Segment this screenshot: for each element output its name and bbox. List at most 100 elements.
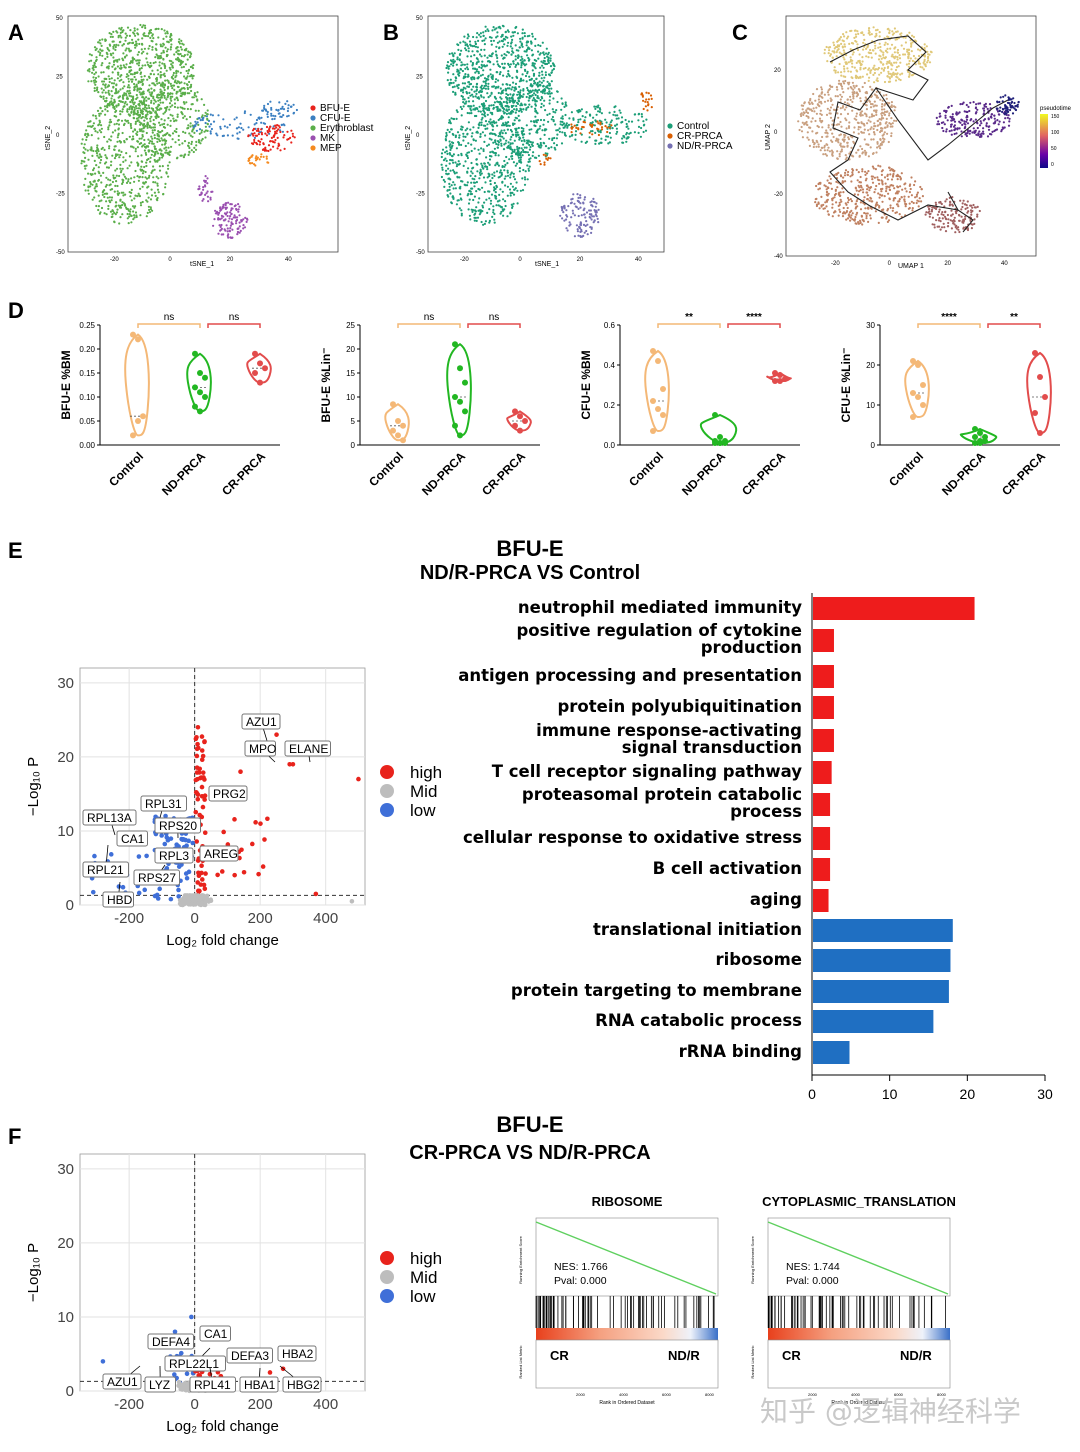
- erythroblast-point: [158, 81, 161, 84]
- control-point: [621, 137, 624, 140]
- control-point: [478, 213, 481, 216]
- control-point: [492, 26, 495, 29]
- tan-cells-point: [819, 112, 822, 115]
- control-point: [500, 54, 503, 57]
- control-point: [512, 123, 515, 126]
- control-point: [539, 125, 542, 128]
- erythroblast-point: [102, 97, 105, 100]
- erythroblast-point: [147, 104, 150, 107]
- erythroblast-point: [125, 177, 128, 180]
- control-point: [528, 103, 531, 106]
- bfu-e-point: [275, 129, 279, 132]
- cfu-e-point: [209, 113, 212, 116]
- erythroblast-point: [115, 84, 118, 87]
- erythroblast-point: [109, 139, 112, 142]
- tan-cells-point: [880, 118, 883, 121]
- tan-cells-point: [847, 138, 851, 141]
- control-point: [459, 89, 463, 92]
- tan-cells-point: [890, 132, 893, 135]
- erythroblast-point: [150, 171, 153, 174]
- control-point: [536, 119, 540, 122]
- yellow-cells-point: [909, 57, 912, 60]
- control-point: [469, 218, 472, 221]
- control-point: [445, 150, 448, 153]
- tan-cells-point: [876, 128, 879, 132]
- control-point: [459, 193, 462, 196]
- brown-cells-point: [863, 211, 866, 215]
- erythroblast-point: [158, 64, 161, 67]
- control-point: [530, 41, 533, 44]
- erythroblast-point: [155, 96, 159, 99]
- erythroblast-point: [118, 174, 121, 178]
- control-point: [448, 188, 451, 191]
- erythroblast-point: [134, 72, 137, 75]
- control-point: [599, 131, 602, 134]
- control-point: [495, 184, 498, 187]
- tan-cells-point: [800, 130, 804, 133]
- cr-prca-point: [547, 156, 550, 160]
- bfu-e-point: [256, 143, 259, 146]
- control-point: [468, 214, 471, 217]
- tan-cells-point: [821, 146, 824, 149]
- erythroblast-point: [101, 49, 104, 52]
- erythroblast-point: [189, 108, 192, 111]
- erythroblast-point: [133, 180, 136, 183]
- erythroblast-point: [118, 139, 121, 143]
- control-point: [496, 146, 499, 149]
- tan-cells-point: [893, 119, 896, 122]
- control-point: [642, 130, 645, 134]
- yellow-cells-point: [886, 75, 889, 78]
- control-point: [458, 53, 461, 57]
- control-point: [607, 142, 610, 145]
- nd-r-prca-point: [582, 209, 585, 212]
- erythroblast-point: [110, 90, 113, 93]
- control-point: [567, 123, 571, 126]
- cfu-e-point: [261, 109, 265, 112]
- erythroblast-point: [108, 62, 111, 65]
- erythroblast-point: [100, 147, 103, 151]
- control-point: [475, 219, 478, 222]
- erythroblast-point: [168, 133, 171, 136]
- control-point: [461, 88, 465, 91]
- control-point: [519, 156, 523, 159]
- mk-point: [202, 186, 205, 189]
- erythroblast-point: [127, 84, 130, 87]
- control-point: [530, 95, 533, 98]
- control-point: [478, 33, 481, 36]
- erythroblast-point: [140, 128, 143, 131]
- control-point: [463, 183, 466, 186]
- yellow-cells-point: [837, 39, 840, 42]
- yellow-cells-point: [853, 36, 856, 39]
- erythroblast-point: [156, 182, 159, 185]
- control-point: [494, 164, 497, 167]
- mk-point: [223, 228, 226, 231]
- control-point: [486, 113, 489, 116]
- erythroblast-point: [145, 115, 148, 118]
- tan-cells-point: [826, 107, 829, 110]
- tan-cells-point: [881, 99, 884, 102]
- control-point: [477, 110, 480, 113]
- control-point: [449, 59, 452, 62]
- tan-cells-point: [876, 146, 879, 149]
- erythroblast-point: [111, 213, 114, 216]
- control-point: [540, 70, 544, 73]
- control-point: [470, 192, 473, 196]
- yellow-cells-point: [828, 49, 831, 52]
- mk-point: [235, 208, 238, 211]
- control-point: [506, 93, 510, 97]
- control-point: [527, 169, 530, 172]
- control-point: [445, 159, 448, 162]
- erythroblast-point: [131, 138, 134, 141]
- control-point: [465, 91, 468, 95]
- control-point: [533, 92, 536, 95]
- yellow-cells-point: [845, 31, 848, 34]
- control-point: [498, 132, 502, 135]
- cfu-e-point: [243, 110, 247, 113]
- erythroblast-point: [119, 113, 122, 116]
- control-point: [509, 148, 513, 151]
- control-point: [521, 73, 524, 76]
- control-point: [525, 142, 528, 145]
- legend-label: MEP: [320, 143, 342, 154]
- mep-point: [262, 155, 265, 158]
- erythroblast-point: [151, 34, 154, 37]
